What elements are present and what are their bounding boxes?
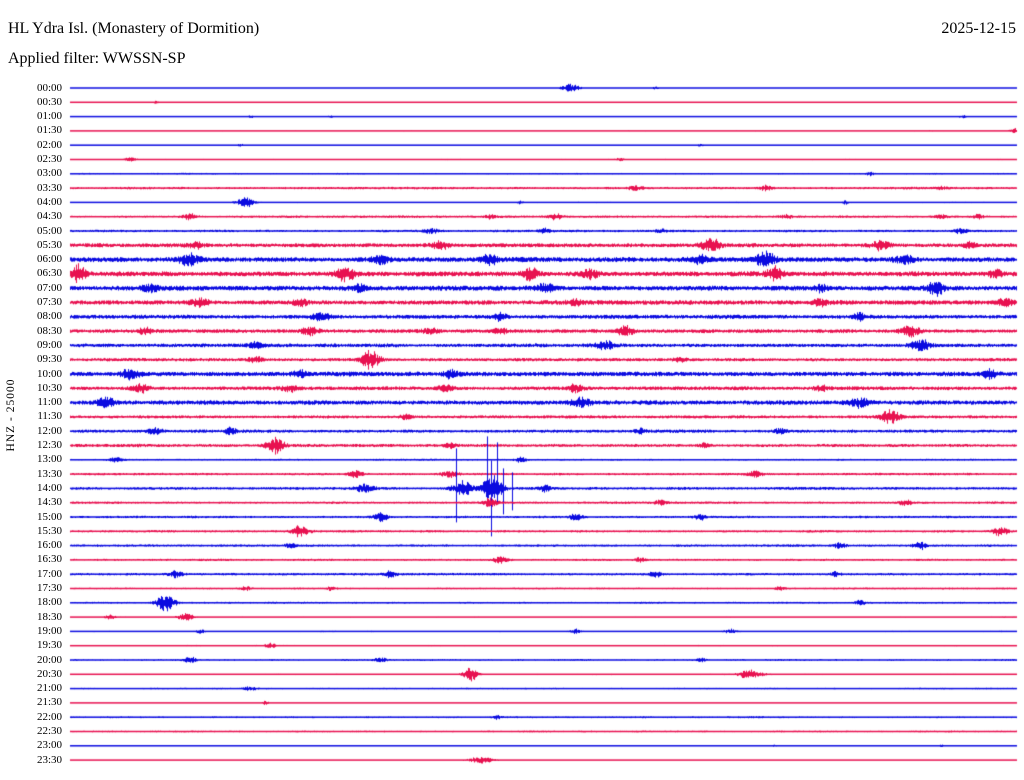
time-label: 12:30 [36, 439, 62, 451]
time-label: 22:30 [36, 725, 62, 737]
time-label: 06:30 [36, 267, 62, 280]
time-label: 05:30 [36, 238, 62, 251]
time-label: 08:00 [36, 310, 62, 323]
time-label: 21:30 [36, 696, 62, 709]
time-label: 13:30 [36, 467, 62, 480]
time-label: 04:30 [36, 210, 62, 223]
time-label: 19:00 [36, 624, 62, 637]
station-title: HL Ydra Isl. (Monastery of Dormition) [8, 20, 260, 37]
time-label: 17:30 [36, 582, 62, 594]
time-label: 01:30 [36, 124, 62, 137]
time-label: 23:00 [36, 739, 62, 752]
time-label: 12:00 [36, 424, 62, 437]
time-label: 15:30 [36, 524, 62, 537]
time-label: 18:30 [36, 610, 62, 623]
time-label: 14:30 [36, 496, 62, 509]
time-label: 00:30 [36, 95, 62, 108]
time-label: 23:30 [36, 753, 62, 766]
time-label: 16:30 [36, 553, 62, 566]
time-label: 01:00 [36, 110, 62, 123]
time-label: 07:30 [36, 296, 62, 308]
time-label: 08:30 [36, 324, 62, 337]
applied-filter-label: Applied filter: WWSSN-SP [8, 50, 186, 67]
date-label: 2025-12-15 [941, 20, 1016, 37]
time-label: 11:00 [37, 396, 62, 409]
time-label: 06:00 [36, 253, 62, 266]
time-label: 16:00 [36, 539, 62, 552]
time-label: 17:00 [36, 567, 62, 580]
time-label: 09:30 [36, 353, 62, 366]
time-label: 07:00 [36, 281, 62, 294]
time-label: 11:30 [37, 410, 62, 423]
time-label: 03:00 [36, 167, 62, 180]
time-label: 22:00 [36, 710, 62, 723]
time-label: 03:30 [36, 181, 62, 194]
time-label: 09:00 [36, 338, 62, 351]
time-label: 21:00 [36, 682, 62, 695]
time-label: 10:00 [36, 367, 62, 380]
time-label: 19:30 [36, 639, 62, 652]
time-label: 20:30 [36, 667, 62, 680]
time-label: 13:00 [36, 453, 62, 466]
time-label: 14:00 [36, 481, 62, 494]
y-axis-label: HNZ - 25000 [5, 378, 17, 452]
time-label: 02:00 [36, 138, 62, 151]
time-label: 20:00 [36, 653, 62, 666]
time-label: 05:00 [36, 224, 62, 237]
time-label: 18:00 [36, 596, 62, 609]
time-label: 15:00 [36, 510, 62, 523]
time-label: 00:00 [36, 81, 62, 94]
time-label: 04:00 [36, 195, 62, 208]
time-label: 02:30 [36, 153, 62, 165]
time-label: 10:30 [36, 381, 62, 394]
